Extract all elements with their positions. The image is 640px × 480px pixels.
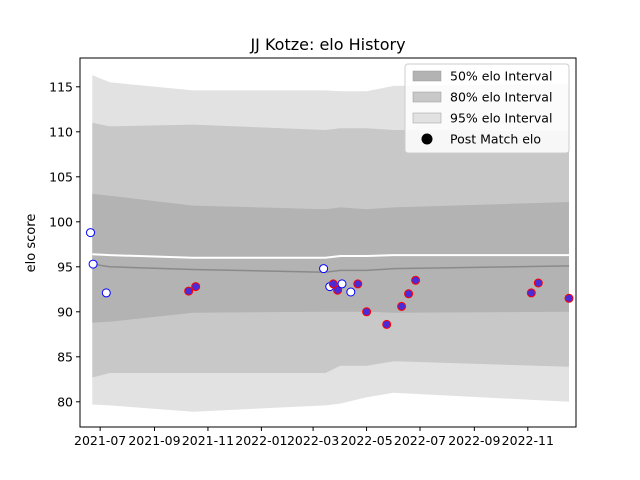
legend-swatch-2 (412, 112, 442, 124)
y-tick-label-2: 90 (57, 304, 73, 319)
legend: 50% elo Interval 80% elo Interval 95% elo … (404, 63, 570, 154)
data-point-5 (319, 264, 329, 274)
y-tick-label-6: 110 (49, 124, 73, 139)
x-tick-label-6: 2022-07 (394, 433, 446, 448)
upper-line (92, 253, 569, 259)
legend-label-3: Post Match elo (450, 132, 541, 147)
y-tick-label-1: 85 (57, 349, 73, 364)
mean-line (92, 263, 570, 273)
data-point-7 (328, 279, 338, 289)
x-tick-label-1: 2021-09 (128, 433, 180, 448)
axes: 2021-07 2021-09 2021-11 2022-01 2022-03 2022-… (49, 57, 577, 448)
x-tick-label-4: 2022-03 (287, 433, 339, 448)
y-tick-label-5: 105 (49, 169, 73, 184)
chart-title: JJ Kotze: elo History (249, 35, 405, 54)
data-point-12 (362, 307, 372, 317)
data-point-15 (404, 289, 414, 299)
y-tick-label-0: 80 (57, 394, 73, 409)
data-point-4 (191, 282, 201, 292)
data-point-8 (333, 285, 343, 295)
x-tick-label-8: 2022-11 (502, 433, 554, 448)
legend-swatch-1 (412, 91, 442, 103)
data-point-3 (184, 286, 194, 296)
data-point-10 (346, 287, 356, 297)
y-tick-label-4: 100 (49, 214, 73, 229)
y-axis-label: elo score (24, 214, 39, 273)
legend-marker-3 (421, 133, 433, 145)
y-tick-label-3: 95 (57, 259, 73, 274)
plot-frame (79, 57, 577, 428)
legend-label-0: 50% elo Interval (450, 69, 552, 84)
data-point-2 (101, 288, 111, 298)
legend-swatch-0 (412, 70, 442, 82)
data-point-9 (337, 279, 347, 289)
data-point-0 (86, 228, 95, 238)
data-point-16 (411, 275, 421, 285)
x-tick-label-7: 2022-09 (448, 433, 500, 448)
data-point-18 (533, 278, 543, 288)
plot-area (86, 75, 574, 412)
legend-box (404, 63, 570, 154)
legend-label-2: 95% elo Interval (450, 111, 552, 126)
x-tick-label-2: 2021-11 (182, 433, 234, 448)
band-50 (92, 193, 570, 323)
data-point-19 (564, 293, 574, 303)
x-tick-label-3: 2022-01 (235, 433, 287, 448)
data-point-14 (397, 301, 407, 311)
data-point-17 (526, 288, 536, 298)
data-point-13 (382, 319, 392, 329)
legend-label-1: 80% elo Interval (450, 90, 552, 105)
x-tick-label-5: 2022-05 (340, 433, 392, 448)
data-point-11 (353, 279, 363, 289)
y-tick-label-7: 115 (49, 79, 73, 94)
x-tick-label-0: 2021-07 (74, 433, 126, 448)
data-point-1 (88, 259, 98, 269)
